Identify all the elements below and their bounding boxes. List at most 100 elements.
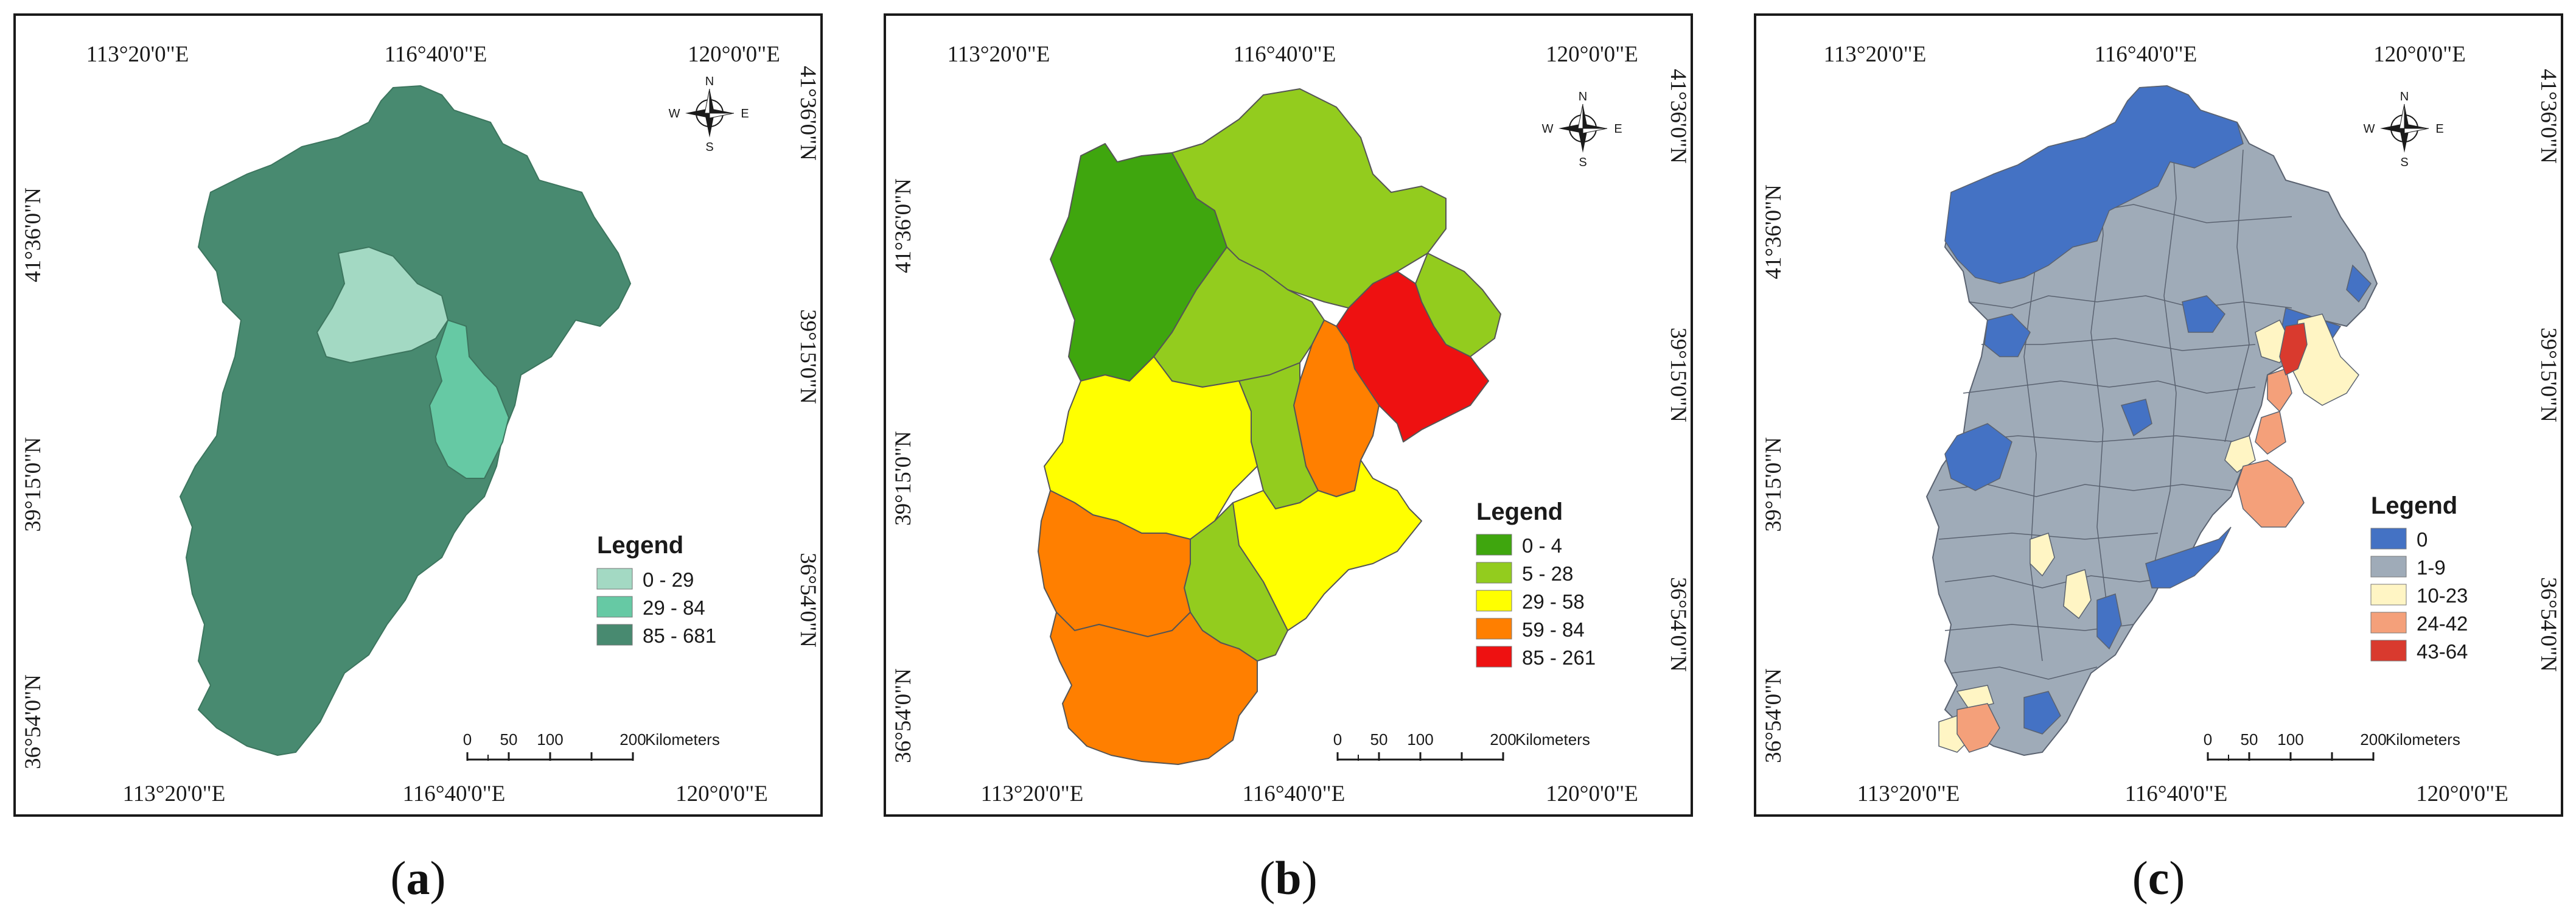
lon-top-1: 113°20'0"E [948,42,1050,67]
legend-label-0: 0 - 4 [1522,534,1562,557]
legend-title: Legend [2371,492,2457,519]
legend-swatch-3 [2370,612,2407,634]
legend-label-2: 85 - 681 [643,624,716,647]
map-a-svg: 113°20'0"E 116°40'0"E 120°0'0"E 113°20'0… [21,42,820,806]
lon-bottom-2: 116°40'0"E [1243,781,1346,806]
scale-tick-0: 0 [1333,730,1342,749]
scale-tick-50: 50 [500,730,518,749]
scale-bar-a: 0 50 100 200 Kilometers [463,730,720,761]
lat-left-2: 39°15'0"N [1761,437,1786,532]
map-c-svg: 113°20'0"E 116°40'0"E 120°0'0"E 113°20'0… [1761,42,2561,806]
legend-label-3: 24-42 [2417,612,2468,635]
legend-label-2: 29 - 58 [1522,590,1585,613]
legend-label-0: 0 - 29 [643,568,694,591]
lat-right-3: 36°54'0"N [1666,577,1691,672]
legend-swatch-1 [2370,556,2407,578]
legend-b: Legend 0 - 4 5 - 28 29 - 58 59 - 84 85 -… [1476,498,1596,669]
legend-label-2: 10-23 [2417,584,2468,607]
lat-left-3: 36°54'0"N [891,668,916,763]
region-mid-class [1956,368,2305,753]
legend-label-1: 1-9 [2417,556,2446,579]
lat-right-1: 41°36'0"N [2536,69,2561,164]
map-panel-c: 113°20'0"E 116°40'0"E 120°0'0"E 113°20'0… [1754,13,2563,817]
legend-swatch-0 [2370,528,2407,550]
legend-swatch-0 [596,568,633,590]
lat-left-2: 39°15'0"N [891,431,916,526]
lat-left-1: 41°36'0"N [21,187,46,282]
scale-unit: Kilometers [2386,730,2460,749]
lat-left-1: 41°36'0"N [891,178,916,273]
legend-swatch-2 [596,624,633,646]
lat-right-1: 41°36'0"N [795,66,820,161]
compass-n: N [705,75,714,88]
compass-e: E [2435,122,2443,136]
compass-n: N [2400,90,2409,103]
legend-swatch-2 [2370,584,2407,606]
lon-top-1: 113°20'0"E [86,42,189,67]
scale-tick-200: 200 [620,730,646,749]
scale-tick-200: 200 [1490,730,1516,749]
legend-c: Legend 0 1-9 10-23 24-42 43-64 [2370,492,2468,663]
lon-bottom-1: 113°20'0"E [981,781,1084,806]
scale-tick-100: 100 [1407,730,1433,749]
legend-swatch-3 [1476,618,1512,640]
lon-top-3: 120°0'0"E [688,42,780,67]
lat-right-2: 39°15'0"N [1666,327,1691,422]
compass-w: W [2364,122,2375,136]
region-xingtai-handan [1050,612,1258,765]
map-b-svg: 113°20'0"E 116°40'0"E 120°0'0"E 113°20'0… [891,42,1691,806]
caption-c: (c) [2132,851,2185,904]
scale-tick-0: 0 [2204,730,2212,749]
compass-rose-icon: N S E W [669,75,749,154]
lat-right-3: 36°54'0"N [2536,577,2561,672]
scale-tick-200: 200 [2360,730,2386,749]
compass-w: W [1542,122,1554,136]
compass-rose-icon: N S E W [1542,90,1622,169]
compass-w: W [669,107,680,121]
caption-a: (a) [390,851,446,904]
lat-left-3: 36°54'0"N [21,674,46,769]
lat-left-1: 41°36'0"N [1761,184,1786,279]
region-hebei [179,85,632,757]
legend-swatch-4 [1476,646,1512,668]
legend-swatch-2 [1476,590,1512,612]
lat-right-2: 39°15'0"N [2536,327,2561,422]
lon-bottom-1: 113°20'0"E [123,781,226,806]
caption-b: (b) [1259,851,1318,904]
lon-bottom-1: 113°20'0"E [1857,781,1960,806]
legend-swatch-0 [1476,534,1512,556]
scale-tick-0: 0 [463,730,472,749]
legend-label-3: 59 - 84 [1522,618,1585,641]
compass-s: S [1579,156,1586,169]
scale-tick-50: 50 [1370,730,1388,749]
scale-tick-100: 100 [2277,730,2303,749]
lat-left-2: 39°15'0"N [21,437,46,532]
legend-label-1: 5 - 28 [1522,562,1573,585]
legend-a: Legend 0 - 29 29 - 84 85 - 681 [596,532,716,647]
legend-label-0: 0 [2417,528,2428,551]
scale-tick-100: 100 [537,730,563,749]
legend-swatch-1 [596,596,633,618]
lon-bottom-3: 120°0'0"E [1546,781,1638,806]
region-beijing [316,246,449,364]
lon-top-2: 116°40'0"E [385,42,487,67]
lon-top-1: 113°20'0"E [1824,42,1927,67]
lon-top-2: 116°40'0"E [2095,42,2197,67]
lon-bottom-2: 116°40'0"E [403,781,506,806]
legend-label-1: 29 - 84 [643,596,705,619]
lon-bottom-3: 120°0'0"E [675,781,768,806]
lon-bottom-2: 116°40'0"E [2125,781,2228,806]
lon-top-3: 120°0'0"E [1546,42,1638,67]
lon-top-3: 120°0'0"E [2373,42,2466,67]
map-panel-a: 113°20'0"E 116°40'0"E 120°0'0"E 113°20'0… [13,13,823,817]
region-tianjin [428,319,510,479]
legend-swatch-4 [2370,640,2407,662]
compass-s: S [705,141,713,154]
compass-s: S [2400,156,2408,169]
scale-bar-c: 0 50 100 200 Kilometers [2204,730,2460,761]
compass-n: N [1579,90,1587,103]
region-low-class [1938,313,2359,753]
map-panel-b: 113°20'0"E 116°40'0"E 120°0'0"E 113°20'0… [884,13,1693,817]
scale-bar-b: 0 50 100 200 Kilometers [1333,730,1590,761]
legend-swatch-1 [1476,562,1512,584]
